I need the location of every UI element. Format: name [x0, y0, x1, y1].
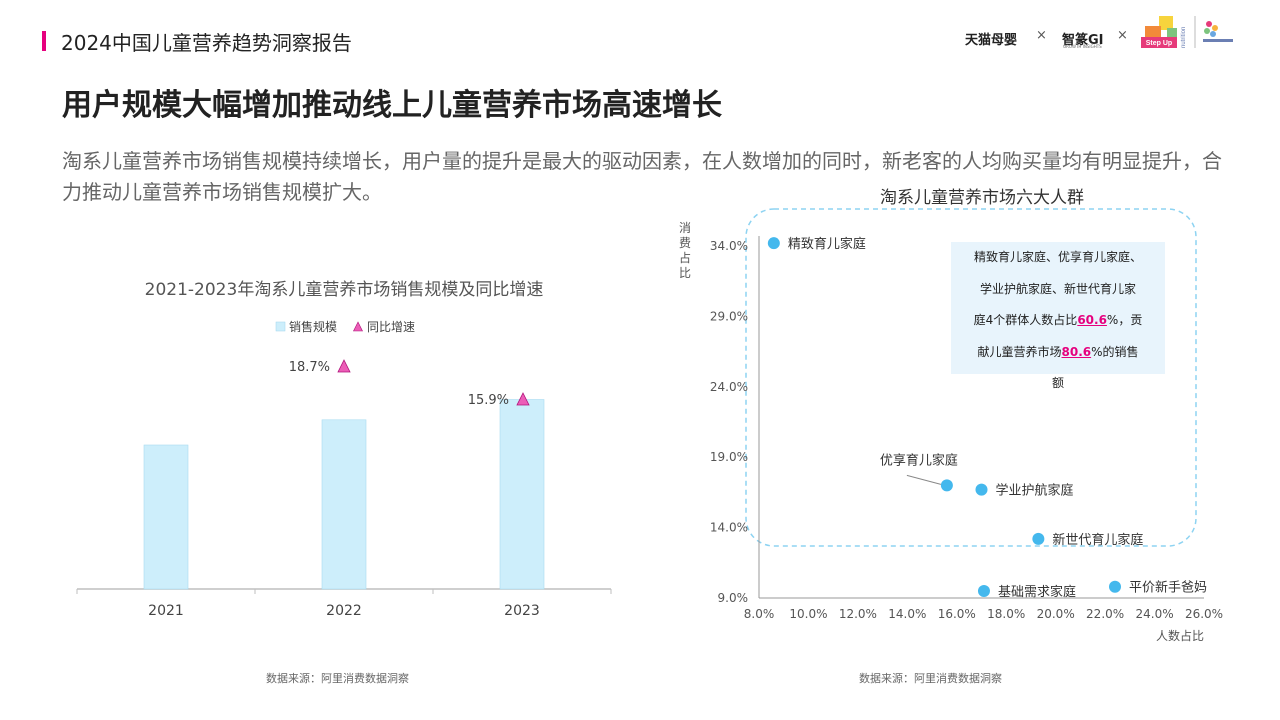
x-tick-label: 22.0%: [1086, 607, 1124, 621]
times-separator: ×: [1117, 28, 1128, 43]
label-leader-line: [906, 474, 942, 485]
x-tick-label: 10.0%: [789, 607, 827, 621]
callout-line-4: 献儿童营养市场80.6%的销售: [977, 344, 1139, 359]
scatter-point: [977, 584, 990, 597]
point-label: 新世代育儿家庭: [1052, 532, 1143, 548]
bar-chart-title: 2021-2023年淘系儿童营养市场销售规模及同比增速: [145, 280, 544, 300]
scatter-chart-source: 数据来源：阿里消费数据洞察: [859, 672, 1002, 685]
bar-2022: [321, 419, 367, 590]
scatter-point: [1109, 580, 1121, 593]
x-tick-label: 26.0%: [1185, 607, 1223, 621]
scatter-chart-title: 淘系儿童营养市场六大人群: [880, 188, 1084, 208]
callout-line-1: 精致育儿家庭、优享育儿家庭、: [973, 250, 1142, 264]
x-tick-label: 14.0%: [888, 607, 926, 621]
bar-2023: [499, 399, 545, 590]
partner-logos: 天猫母婴 × 智篆GI GROWTH INSIGHTS × Step Up nu…: [965, 14, 1255, 54]
sales-share-highlight: 80.6: [1061, 344, 1092, 359]
scatter-point: [940, 479, 953, 492]
y-axis-label-char: 消: [679, 221, 691, 235]
times-separator: ×: [1036, 28, 1047, 43]
legend-bar-swatch: [275, 321, 286, 332]
summary-paragraph: 淘系儿童营养市场销售规模持续增长，用户量的提升是最大的驱动因素，在人数增加的同时…: [62, 149, 1222, 204]
people-share-highlight: 60.6: [1077, 313, 1107, 327]
x-tick-label: 12.0%: [839, 607, 877, 621]
point-label: 精致育儿家庭: [788, 236, 866, 252]
x-tick-label: 2021: [148, 603, 184, 619]
gi-logo: 智篆GI: [1062, 33, 1104, 48]
y-tick-label: 24.0%: [710, 380, 748, 394]
x-tick-label: 20.0%: [1037, 607, 1075, 621]
sales-bar-chart: 2021-2023年淘系儿童营养市场销售规模及同比增速 销售规模 同比增速 20…: [76, 280, 612, 619]
y-tick-label: 9.0%: [718, 591, 749, 605]
point-label: 平价新手爸妈: [1129, 580, 1207, 596]
title-accent-bar: [42, 31, 46, 51]
x-tick-label: 8.0%: [744, 607, 775, 621]
x-axis-label: 人数占比: [1156, 628, 1204, 643]
legend-bar-label: 销售规模: [289, 319, 337, 334]
bar-chart-source: 数据来源：阿里消费数据洞察: [266, 672, 409, 685]
point-label: 基础需求家庭: [998, 584, 1076, 600]
x-tick-label: 18.0%: [987, 607, 1025, 621]
nutrition-text: nutrition: [1181, 27, 1187, 48]
point-label: 学业护航家庭: [996, 483, 1074, 499]
y-axis-label-char: 比: [679, 266, 691, 280]
legend-growth-label: 同比增速: [367, 320, 415, 334]
y-axis-label-char: 占: [679, 250, 691, 265]
highlight-dashed-frame: [745, 208, 1197, 547]
y-tick-label: 34.0%: [710, 239, 748, 253]
scatter-point: [1032, 532, 1045, 545]
growth-data-label: 15.9%: [468, 393, 509, 408]
x-tick-label: 2022: [326, 603, 362, 619]
x-tick-label: 2023: [504, 603, 540, 619]
y-tick-label: 29.0%: [710, 309, 748, 323]
point-label: 优享育儿家庭: [880, 452, 958, 468]
callout-line-3: 庭4个群体人数占比60.6%，贡: [973, 313, 1143, 327]
x-tick-label: 16.0%: [938, 607, 976, 621]
scatter-point: [975, 483, 988, 496]
growth-marker: [516, 392, 530, 406]
scatter-point: [767, 237, 780, 250]
growth-marker: [337, 359, 351, 373]
tmall-baby-logo: 天猫母婴: [965, 33, 1018, 48]
bar-2021: [143, 444, 189, 590]
legend-triangle-swatch: [353, 321, 363, 332]
page-headline: 用户规模大幅增加推动线上儿童营养市场高速增长: [62, 88, 722, 123]
report-title: 2024中国儿童营养趋势洞察报告: [61, 31, 352, 55]
y-tick-label: 14.0%: [710, 521, 748, 535]
y-axis-label-char: 费: [679, 236, 691, 250]
gi-logo-subtitle: GROWTH INSIGHTS: [1063, 44, 1102, 49]
x-tick-label: 24.0%: [1135, 607, 1173, 621]
stepup-nutrition-logo: Step Up nutrition: [1141, 16, 1233, 48]
insight-callout: 精致育儿家庭、优享育儿家庭、 学业护航家庭、新世代育儿家 庭4个群体人数占比60…: [951, 242, 1165, 390]
callout-line-5: 额: [1051, 376, 1064, 390]
stepup-text: Step Up: [1146, 40, 1172, 47]
y-tick-label: 19.0%: [710, 450, 748, 464]
growth-data-label: 18.7%: [289, 360, 330, 375]
callout-line-2: 学业护航家庭、新世代育儿家: [979, 281, 1136, 296]
